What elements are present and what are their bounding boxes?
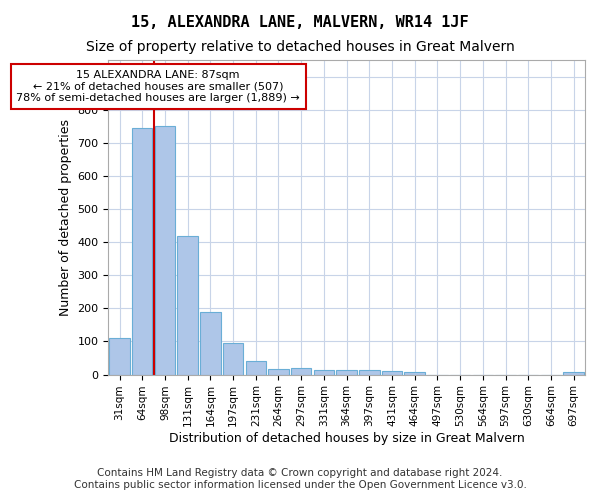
Bar [314, 370, 334, 374]
Y-axis label: Number of detached properties: Number of detached properties [59, 119, 72, 316]
Bar [109, 338, 130, 374]
Bar [404, 372, 425, 374]
Bar [245, 362, 266, 374]
X-axis label: Distribution of detached houses by size in Great Malvern: Distribution of detached houses by size … [169, 432, 524, 445]
Bar [382, 370, 402, 374]
Text: Contains HM Land Registry data © Crown copyright and database right 2024.
Contai: Contains HM Land Registry data © Crown c… [74, 468, 526, 490]
Text: Size of property relative to detached houses in Great Malvern: Size of property relative to detached ho… [86, 40, 514, 54]
Bar [563, 372, 584, 374]
Bar [359, 370, 380, 374]
Bar [268, 368, 289, 374]
Bar [132, 128, 152, 374]
Text: 15, ALEXANDRA LANE, MALVERN, WR14 1JF: 15, ALEXANDRA LANE, MALVERN, WR14 1JF [131, 15, 469, 30]
Bar [337, 370, 357, 374]
Bar [178, 236, 198, 374]
Bar [155, 126, 175, 374]
Bar [223, 343, 243, 374]
Bar [291, 368, 311, 374]
Bar [200, 312, 221, 374]
Text: 15 ALEXANDRA LANE: 87sqm
← 21% of detached houses are smaller (507)
78% of semi-: 15 ALEXANDRA LANE: 87sqm ← 21% of detach… [16, 70, 300, 103]
